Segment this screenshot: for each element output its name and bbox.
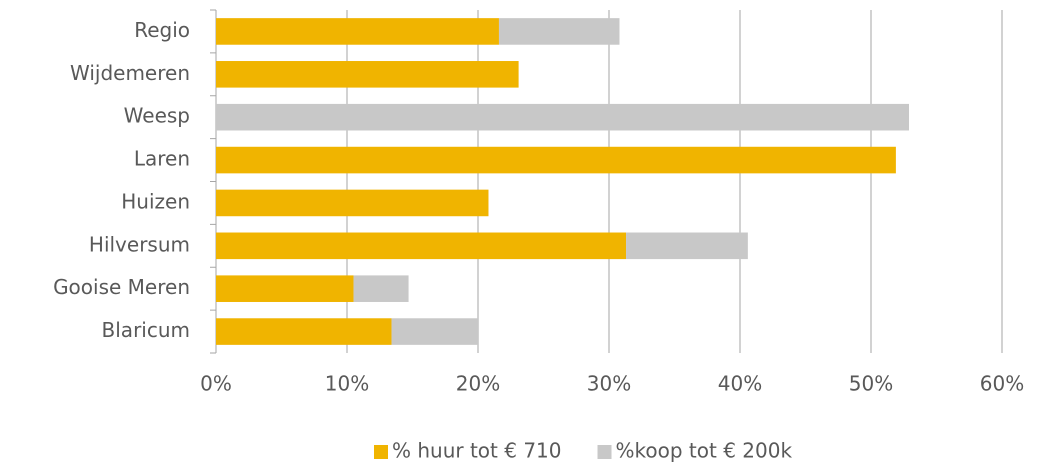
bar-segment: [216, 275, 354, 302]
bar-segment: [216, 103, 909, 131]
bar-segment: [216, 61, 519, 88]
x-tick-label: 50%: [849, 372, 893, 396]
x-tick-label: 0%: [200, 372, 232, 396]
bar-segment: [626, 232, 748, 260]
legend-label: %koop tot € 200k: [616, 439, 793, 463]
x-tick-label: 20%: [456, 372, 500, 396]
x-tick-label: 60%: [980, 372, 1024, 396]
y-tick-label: Weesp: [124, 104, 190, 128]
x-tick-label: 10%: [325, 372, 369, 396]
y-tick-label: Hilversum: [89, 232, 190, 256]
bar-segment: [216, 318, 392, 345]
bar-segment: [216, 18, 499, 45]
bar-segment: [216, 189, 489, 217]
legend-swatch: [597, 445, 612, 459]
bar-segment: [498, 18, 620, 45]
y-tick-label: Huizen: [121, 189, 190, 213]
y-tick-label: Gooise Meren: [53, 275, 190, 299]
bar-segment: [216, 232, 627, 260]
bar-segment: [391, 318, 478, 345]
bar-segment: [353, 275, 409, 302]
x-tick-label: 30%: [587, 372, 631, 396]
x-tick-label: 40%: [718, 372, 762, 396]
y-tick-label: Blaricum: [102, 318, 190, 342]
y-tick-label: Wijdemeren: [70, 61, 190, 85]
y-tick-label: Regio: [134, 18, 190, 42]
legend-swatch: [374, 445, 388, 459]
y-tick-label: Laren: [134, 147, 190, 171]
bar-segment: [216, 146, 896, 174]
legend-label: % huur tot € 710: [392, 439, 562, 463]
